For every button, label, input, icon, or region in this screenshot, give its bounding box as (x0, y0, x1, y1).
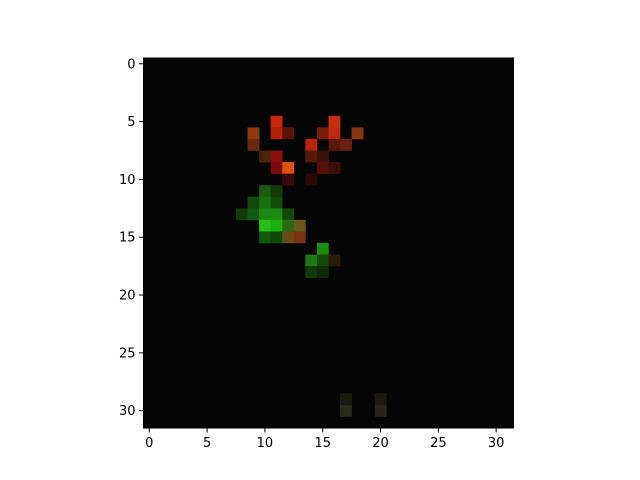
y-tick-label: 25 (119, 346, 136, 361)
heatmap-cell (316, 243, 329, 255)
x-tick-label: 5 (203, 436, 211, 451)
y-tick-label: 10 (119, 173, 136, 188)
heatmap-cell (305, 150, 318, 163)
heatmap-cell (270, 127, 283, 140)
x-tick-label: 0 (145, 436, 153, 451)
y-tick-label: 0 (127, 57, 135, 72)
heatmap-cell (374, 393, 387, 406)
heatmap-cell (259, 196, 271, 209)
heatmap-cell (328, 127, 341, 140)
heatmap-cell (259, 219, 271, 232)
heatmap-cell (282, 127, 295, 140)
heatmap-cell (328, 115, 341, 128)
heatmap-cell (340, 138, 352, 151)
x-tick-label: 15 (314, 436, 331, 451)
x-tick-label: 10 (257, 436, 274, 451)
heatmap-cell (316, 266, 329, 278)
x-axis: 0 5 10 15 20 25 30 (145, 428, 504, 451)
heatmap-cell (305, 266, 318, 278)
heatmap-cell (282, 231, 295, 244)
x-tick-label: 30 (488, 436, 505, 451)
y-tick-label: 15 (119, 231, 136, 246)
heatmap-cell (282, 219, 295, 232)
heatmap-cell (328, 162, 341, 174)
y-axis: 0 5 10 15 20 25 30 (119, 57, 144, 419)
heatmap-cell (340, 393, 352, 406)
heatmap-cell (247, 138, 260, 151)
heatmap-cell (270, 196, 283, 209)
heatmap-cell (270, 150, 283, 163)
heatmap-cell (351, 127, 364, 140)
heatmap-cell (282, 162, 295, 174)
heatmap-cell (316, 254, 329, 267)
heatmap-cell (340, 404, 352, 417)
heatmap-cell (270, 162, 283, 174)
plot-frame (143, 57, 514, 429)
heatmap-cell (259, 208, 271, 221)
heatmap-cell (270, 231, 283, 244)
heatmap-cell (305, 254, 318, 267)
heatmap-cell (270, 185, 283, 198)
heatmap-cell (328, 254, 341, 267)
y-tick-label: 20 (119, 289, 136, 304)
heatmap-cell (259, 150, 271, 163)
heatmap-cell (259, 231, 271, 244)
heatmap-cell (305, 138, 318, 151)
heatmap-cell (316, 127, 329, 140)
x-tick-label: 20 (372, 436, 389, 451)
heatmap-cell (270, 208, 283, 221)
heatmap-cell (247, 196, 260, 209)
heatmap-cell (282, 208, 295, 221)
y-tick-label: 30 (119, 404, 136, 419)
heatmap-cell (305, 173, 318, 186)
heatmap-image (143, 58, 514, 428)
heatmap-cell (293, 219, 306, 232)
heatmap-cell (270, 115, 283, 128)
heatmap-cell (328, 138, 341, 151)
heatmap-cell (374, 404, 387, 417)
heatmap-cell (247, 208, 260, 221)
x-tick-label: 25 (430, 436, 447, 451)
heatmap-cell (293, 231, 306, 244)
heatmap-cell (236, 208, 248, 221)
y-tick-label: 5 (127, 115, 135, 130)
heatmap-cell (259, 185, 271, 198)
heatmap-cell (282, 173, 295, 186)
heatmap-cell (316, 162, 329, 174)
heatmap-cell (316, 150, 329, 163)
heatmap-cell (270, 219, 283, 232)
heatmap-cell (247, 127, 260, 140)
